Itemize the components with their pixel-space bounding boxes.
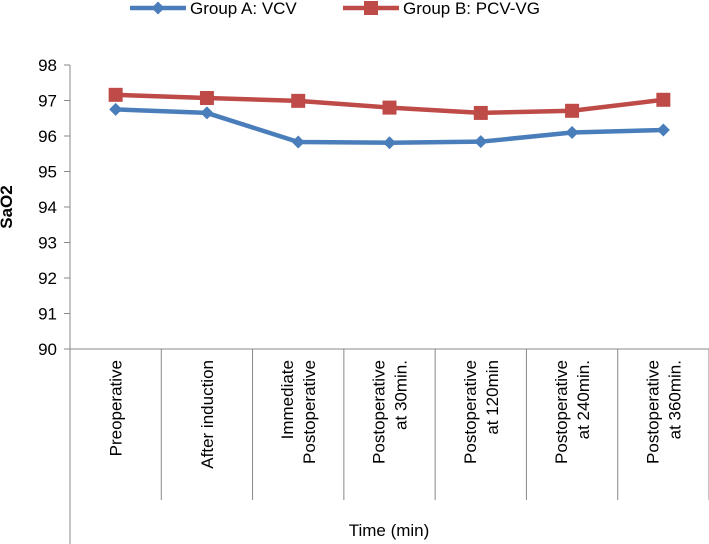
x-tick-label: After induction [198,360,217,469]
y-tick-label: 91 [38,305,57,324]
y-tick-label: 93 [38,234,57,253]
legend-marker [364,1,378,15]
x-axis-categories: Preoperative After induction Immediate Post… [107,360,685,469]
data-point [383,136,396,150]
legend-item: Group A: VCV [130,0,297,18]
y-tick-label: 90 [38,340,57,359]
data-point [565,125,579,139]
legend-label: Group B: PCV-VG [403,0,540,18]
x-tick-label: at 120min [483,360,502,435]
x-tick-label: at 360min. [665,360,684,439]
legend: Group A: VCV Group B: PCV-VG [130,0,540,18]
x-tick-label: Postoperative [300,360,319,464]
y-tick-label: 98 [38,56,57,75]
data-point [109,102,123,116]
data-point [382,100,397,115]
data-point [656,123,670,137]
data-point [291,135,305,149]
x-tick-label: Postoperative [552,360,571,464]
x-tick-label: at 30min. [392,360,411,430]
series-group-a [109,102,670,150]
y-axis-ticks: 90 91 92 93 94 95 96 97 98 [38,56,70,359]
x-tick-label: Preoperative [107,360,126,456]
x-tick-label: Postoperative [643,360,662,464]
y-tick-label: 97 [38,92,57,111]
x-axis-label: Time (min) [349,521,430,540]
series-group [108,87,671,150]
data-point [199,91,214,106]
data-point [656,92,671,107]
legend-marker [151,1,165,15]
y-tick-label: 95 [38,163,57,182]
series-group-b [108,87,671,120]
legend-item: Group B: PCV-VG [343,0,540,18]
x-tick-label: Immediate [278,360,297,439]
x-tick-label: Postoperative [370,360,389,464]
y-tick-label: 92 [38,269,57,288]
axes [69,65,709,544]
legend-label: Group A: VCV [190,0,297,18]
y-tick-label: 96 [38,127,57,146]
data-point [291,93,306,108]
x-tick-label: Postoperative [461,360,480,464]
x-tick-label: at 240min. [574,360,593,439]
y-axis-label: SaO2 [0,185,16,228]
data-point [474,135,488,149]
data-point [473,105,488,120]
data-point [565,103,580,118]
data-point [108,87,123,102]
data-point [200,106,214,120]
y-tick-label: 94 [38,198,57,217]
